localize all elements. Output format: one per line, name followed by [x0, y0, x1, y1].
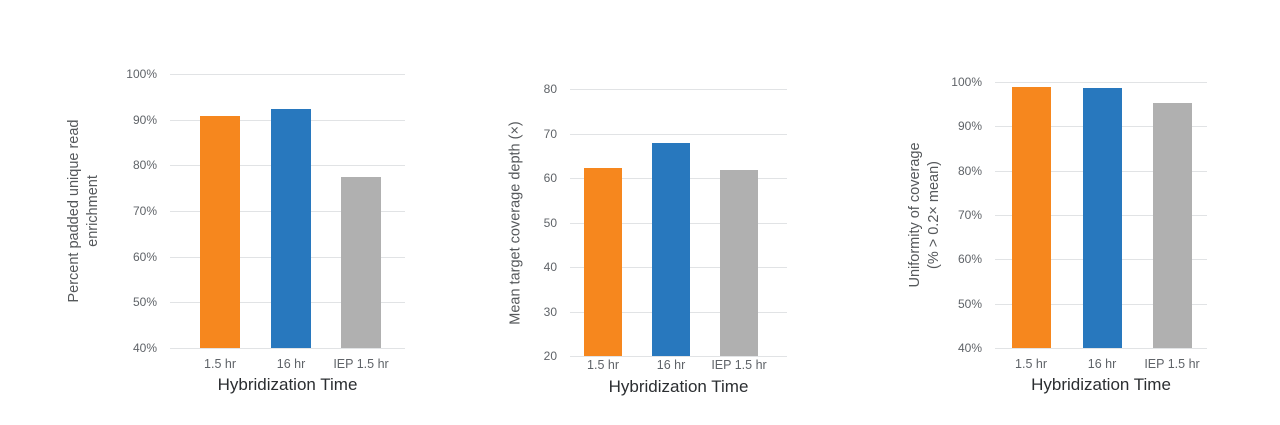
y-tick-label: 100%	[126, 67, 157, 81]
y-tick-label: 60	[543, 171, 557, 185]
y-tick-label: 80	[543, 82, 557, 96]
x-category-label: 16 hr	[1087, 357, 1117, 371]
gridline	[995, 348, 1207, 349]
x-category-label: IEP 1.5 hr	[1144, 357, 1200, 371]
bar-1-5-hr	[584, 168, 622, 356]
gridline	[570, 89, 787, 90]
bar-1-5-hr	[200, 116, 240, 348]
bar-iep-1-5-hr	[720, 170, 758, 356]
y-tick-label: 50%	[132, 295, 157, 310]
y-tick-label: 30	[543, 304, 557, 319]
y-tick-label: 60%	[957, 252, 982, 267]
gridline	[995, 82, 1207, 83]
y-tick-label: 70	[543, 126, 557, 141]
y-tick-label: 50%	[957, 296, 982, 311]
x-category-label: IEP 1.5 hr	[333, 357, 389, 371]
bar-16-hr	[652, 143, 690, 356]
x-category-label: 1.5 hr	[587, 358, 619, 372]
y-tick-label: 60%	[132, 249, 157, 264]
x-axis-title: Hybridization Time	[608, 377, 749, 396]
y-tick-label: 40%	[957, 341, 982, 355]
bar-16-hr	[1082, 88, 1122, 348]
x-category-label: 1.5 hr	[1015, 357, 1047, 371]
bar-iep-1-5-hr	[341, 177, 381, 348]
y-tick-label: 70%	[957, 208, 982, 222]
bar-16-hr	[271, 109, 311, 348]
y-tick-label: 50	[543, 215, 557, 230]
chart-percent-padded-unique-read-enrichment: 40% 50% 60% 70% 80% 90% 100% 1.5 hr 16 hr IEP 1.5…	[66, 67, 405, 394]
x-category-label: 1.5 hr	[204, 357, 236, 371]
x-category-label: 16 hr	[656, 358, 686, 372]
x-axis-title: Hybridization Time	[217, 375, 358, 394]
y-tick-label: 90%	[957, 119, 982, 134]
chart-mean-target-coverage-depth: 20 30 40 50 60 70 80 1.5 hr 16 hr IEP 1.5 hr Mean …	[508, 82, 787, 396]
x-category-label: IEP 1.5 hr	[711, 358, 767, 372]
gridline	[570, 133, 787, 135]
y-tick-label: 80%	[132, 158, 157, 173]
y-tick-label: 40	[543, 260, 557, 274]
bar-iep-1-5-hr	[1152, 103, 1192, 348]
y-axis-title: Percent padded unique read enrichment	[66, 119, 101, 303]
gridline	[170, 348, 405, 349]
chart-uniformity-of-coverage: 40% 50% 60% 70% 80% 90% 100% 1.5 hr 16 hr IEP 1.5…	[907, 75, 1207, 394]
bar-1-5-hr	[1011, 86, 1051, 348]
y-tick-label: 70%	[132, 204, 157, 218]
x-axis-title: Hybridization Time	[1031, 375, 1171, 394]
gridline	[170, 74, 405, 75]
y-tick-label: 40%	[132, 341, 157, 355]
y-tick-label: 80%	[957, 163, 982, 178]
y-axis-title: Mean target coverage depth (×)	[507, 120, 524, 325]
y-tick-label: 20	[543, 349, 557, 363]
gridline	[570, 356, 787, 357]
y-tick-label: 100%	[951, 75, 982, 89]
x-category-label: 16 hr	[276, 357, 306, 371]
y-tick-label: 90%	[132, 112, 157, 127]
y-axis-title: Uniformity of coverage (% > 0.2× mean)	[907, 142, 942, 288]
